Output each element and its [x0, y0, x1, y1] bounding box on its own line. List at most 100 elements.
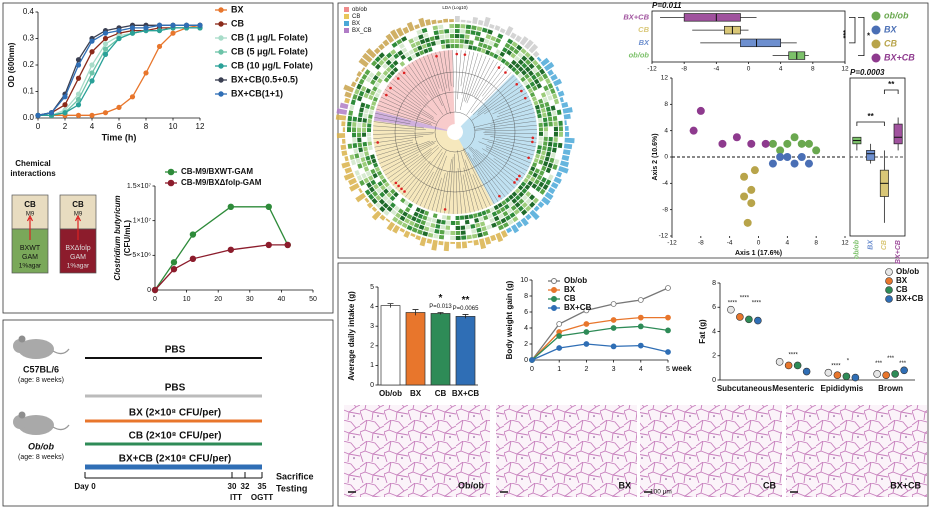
heat-cell — [357, 132, 362, 138]
heat-cell — [367, 83, 374, 90]
biomarker-node — [518, 174, 521, 178]
heat-cell — [356, 83, 363, 90]
heat-cell — [348, 110, 354, 116]
branch — [439, 51, 447, 89]
heat-cell — [450, 44, 455, 49]
heat-cell — [521, 209, 528, 216]
heat-cell — [500, 217, 507, 224]
heat-cell — [497, 33, 504, 40]
heat-cell — [514, 62, 521, 69]
lda-bar — [562, 149, 571, 156]
heat-cell — [376, 88, 382, 94]
heat-cell — [538, 87, 545, 94]
point — [637, 297, 644, 303]
heat-cell — [376, 170, 383, 176]
heat-cell — [547, 162, 553, 169]
heat-cell — [551, 147, 557, 153]
point — [102, 110, 109, 116]
branch — [408, 169, 430, 200]
heat-cell — [374, 63, 381, 70]
heat-cell — [532, 190, 539, 197]
y-tick-label: 0.3 — [23, 34, 35, 43]
heat-cell — [512, 216, 519, 223]
branch — [463, 147, 495, 205]
heat-cell — [411, 31, 418, 37]
heat-cell — [515, 194, 521, 201]
heat-cell — [424, 37, 431, 43]
y-tick-label: 2 — [524, 341, 528, 348]
point — [583, 307, 590, 314]
branch — [470, 69, 509, 114]
y-tick-label: 1.5×10⁷ — [127, 183, 152, 190]
lda-bar — [406, 21, 415, 32]
branch — [462, 148, 491, 206]
heat-cell — [497, 44, 504, 51]
heat-cell — [469, 35, 475, 40]
x-tick-label: 4 — [90, 122, 95, 131]
series-line — [531, 343, 669, 361]
lda-bar — [402, 26, 410, 34]
heat-cell — [550, 105, 556, 111]
heat-cell — [368, 114, 373, 119]
heat-cell — [539, 68, 546, 75]
branch — [411, 62, 434, 98]
heat-cell — [542, 161, 549, 167]
heat-cell — [513, 208, 520, 215]
heat-cell — [357, 142, 363, 148]
point — [89, 70, 95, 76]
heat-cell — [389, 70, 396, 76]
heat-cell — [543, 172, 550, 179]
heat-cell — [547, 141, 553, 147]
significance: * — [847, 358, 850, 364]
heat-cell — [362, 132, 367, 137]
heat-cell — [525, 205, 532, 212]
heat-cell — [476, 26, 483, 32]
heat-cell — [354, 88, 360, 95]
heat-cell — [406, 213, 413, 220]
heat-cell — [485, 49, 491, 56]
heat-cell — [528, 55, 535, 62]
heat-cell — [548, 121, 553, 127]
x-axis-title: Time (h) — [102, 132, 137, 142]
heat-cell — [402, 211, 408, 217]
heat-cell — [545, 78, 551, 85]
heat-cell — [521, 188, 528, 194]
lda-bar — [564, 120, 567, 126]
heat-cell — [555, 153, 561, 160]
heat-cell — [347, 121, 352, 127]
heat-cell — [520, 76, 526, 83]
lda-bar — [550, 74, 558, 82]
tube-label: CB — [72, 200, 84, 209]
point — [129, 30, 136, 36]
point — [143, 70, 149, 76]
heat-cell — [507, 63, 514, 70]
point — [797, 139, 806, 148]
heat-cell — [527, 180, 533, 187]
heat-cell — [395, 212, 402, 219]
x-tick-label: 2 — [584, 366, 588, 373]
heat-cell — [538, 181, 545, 188]
heat-cell — [511, 66, 517, 73]
heat-cell — [553, 132, 558, 137]
legend-marker — [167, 168, 175, 176]
lda-bar — [562, 107, 573, 114]
heat-cell — [449, 34, 455, 39]
heat-cell — [455, 235, 461, 240]
category-label: BX — [867, 239, 874, 250]
heat-cell — [538, 136, 543, 141]
point — [804, 159, 813, 168]
point — [102, 41, 109, 47]
heat-cell — [386, 198, 393, 205]
heat-cell — [491, 211, 498, 217]
branch — [493, 145, 533, 160]
heat-cell — [367, 123, 372, 128]
lda-bar — [350, 81, 357, 88]
legend-marker — [551, 296, 557, 302]
heat-cell — [370, 179, 377, 186]
branch — [472, 174, 487, 208]
lda-bar — [419, 236, 427, 247]
point — [75, 62, 82, 68]
biomarker-node — [515, 177, 519, 181]
heat-cell — [367, 141, 373, 146]
heat-cell — [536, 94, 542, 100]
